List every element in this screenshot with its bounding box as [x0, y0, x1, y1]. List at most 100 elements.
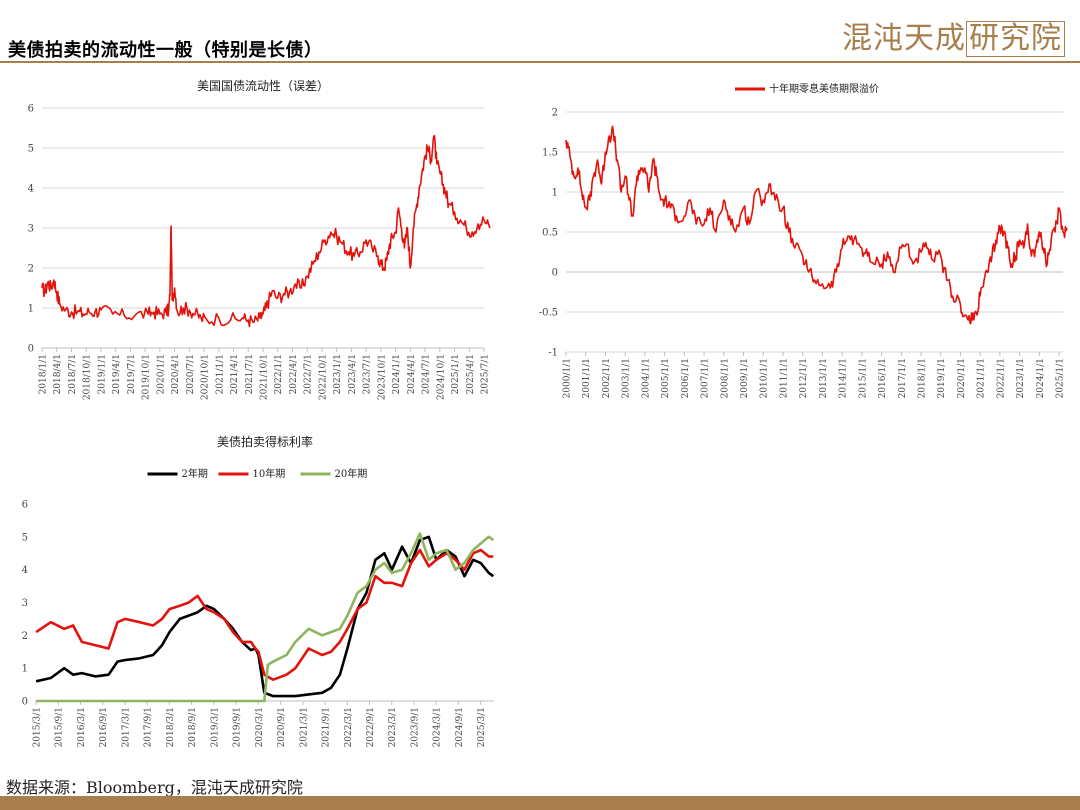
series-line-10年期 [35, 548, 494, 681]
x-tick-label: 2021/9/1 [322, 707, 332, 747]
x-tick-label: 2021/1/1 [977, 358, 987, 398]
x-tick-label: 2025/1/1 [1056, 358, 1066, 398]
x-tick-label: 2022/10/1 [318, 354, 328, 400]
x-tick-label: 2020/1/1 [957, 358, 967, 398]
x-tick-label: 2016/1/1 [878, 358, 888, 398]
chart-auction-yield-svg: 美债拍卖得标利率 2年期 10年期 20年期 0 1 2 3 4 5 6 2015/3/1 2015/9… [22, 434, 495, 747]
x-tick-label: 2016/3/1 [77, 707, 87, 747]
x-tick-label: 2020/10/1 [201, 354, 211, 400]
y-tick-label: 6 [28, 104, 34, 115]
x-tick-label: 2018/9/1 [188, 707, 198, 747]
x-tick-label: 2016/9/1 [99, 707, 109, 747]
x-tick-label: 2020/1/1 [156, 354, 166, 394]
x-tick-label: 2017/9/1 [144, 707, 154, 747]
x-tick-label: 2018/1/1 [39, 354, 49, 394]
x-tick-label: 2003/1/1 [622, 358, 632, 398]
chart-liquidity-svg: 美国国债流动性（误差） 0 1 2 3 4 5 6 2018/1/1 2018/4/1 2018/7… [28, 79, 491, 400]
x-tick-label: 2012/1/1 [799, 358, 809, 398]
x-tick-label: 2023/4/1 [348, 354, 358, 394]
y-tick-label: 2 [552, 108, 558, 119]
x-tick-label: 2021/4/1 [230, 354, 240, 394]
y-tick-label: 6 [22, 500, 28, 511]
x-tick-label: 2010/1/1 [760, 358, 770, 398]
x-tick-label: 2015/1/1 [858, 358, 868, 398]
page-title: 美债拍卖的流动性一般（特别是长债） [8, 40, 323, 61]
logo-text: 混沌天成 研究院 [842, 13, 1065, 57]
x-tick-label: 2019/3/1 [210, 707, 220, 747]
x-tick-label: 2025/4/1 [466, 354, 476, 394]
series-line-2年期 [35, 535, 495, 698]
chart-term-premium: 十年期零息美债期限溢价 -1 -0.5 0 0.5 1 1.5 2 2000/1/1 2001/1… [520, 70, 1080, 410]
x-tick-label: 2025/1/1 [451, 354, 461, 394]
chart-auction-yield: 美债拍卖得标利率 2年期 10年期 20年期 0 1 2 3 4 5 6 2015/3/1 2015/9… [0, 428, 520, 773]
chart-liquidity: 美国国债流动性（误差） 0 1 2 3 4 5 6 2018/1/1 2018/4/1 2018/7… [0, 70, 520, 410]
x-tick-label: 2018/7/1 [68, 354, 78, 394]
x-tick-label: 2023/1/1 [1016, 358, 1026, 398]
x-tick-label: 2022/9/1 [366, 707, 376, 747]
x-tick-label: 2023/3/1 [388, 707, 398, 747]
x-tick-label: 2015/3/1 [33, 707, 43, 747]
y-tick-label: 4 [22, 565, 28, 576]
footer-bar [0, 796, 1080, 810]
chart-term-premium-svg: 十年期零息美债期限溢价 -1 -0.5 0 0.5 1 1.5 2 2000/1/1 2001/1… [539, 82, 1068, 398]
y-tick-label: -1 [548, 348, 558, 359]
x-tick-label: 2019/1/1 [937, 358, 947, 398]
y-tick-label: 0 [552, 268, 558, 279]
x-tick-label: 2002/1/1 [602, 358, 612, 398]
x-tick-label: 2015/9/1 [55, 707, 65, 747]
x-tick-label: 2000/1/1 [563, 358, 573, 398]
x-tick-label: 2018/10/1 [83, 354, 93, 400]
x-tick-label: 2019/9/1 [233, 707, 243, 747]
y-tick-label: 4 [28, 184, 34, 195]
legend-label: 20年期 [335, 467, 368, 480]
y-tick-label: 1 [552, 188, 558, 199]
x-tick-label: 2024/9/1 [455, 707, 465, 747]
x-tick-label: 2019/7/1 [127, 354, 137, 394]
x-tick-label: 2025/7/1 [481, 354, 491, 394]
y-tick-label: 3 [22, 598, 28, 609]
x-tick-label: 2020/4/1 [171, 354, 181, 394]
x-tick-label: 2021/7/1 [245, 354, 255, 394]
x-tick-label: 2024/3/1 [433, 707, 443, 747]
x-tick-label: 2017/1/1 [898, 358, 908, 398]
x-tick-label: 2020/7/1 [186, 354, 196, 394]
y-tick-label: 5 [28, 144, 34, 155]
x-tick-label: 2024/1/1 [392, 354, 402, 394]
y-tick-label: 2 [28, 264, 34, 275]
legend-label: 十年期零息美债期限溢价 [769, 82, 879, 95]
x-tick-label: 2008/1/1 [720, 358, 730, 398]
x-tick-label: 2024/1/1 [1036, 358, 1046, 398]
y-tick-label: 0 [28, 344, 34, 355]
x-tick-label: 2006/1/1 [681, 358, 691, 398]
y-tick-label: 5 [22, 532, 28, 543]
x-tick-label: 2007/1/1 [701, 358, 711, 398]
x-tick-label: 2005/1/1 [661, 358, 671, 398]
x-tick-label: 2023/7/1 [363, 354, 373, 394]
y-tick-label: 1 [28, 304, 34, 315]
y-tick-label: 3 [28, 224, 34, 235]
series-line-20年期 [36, 532, 495, 703]
x-tick-label: 2024/10/1 [436, 354, 446, 400]
x-tick-label: 2017/3/1 [121, 707, 131, 747]
x-tick-label: 2009/1/1 [740, 358, 750, 398]
y-tick-label: 2 [22, 631, 28, 642]
series-line-series-0 [41, 135, 491, 328]
x-tick-label: 2021/1/1 [215, 354, 225, 394]
x-tick-label: 2024/7/1 [422, 354, 432, 394]
x-tick-label: 2020/3/1 [255, 707, 265, 747]
x-tick-label: 2001/1/1 [582, 358, 592, 398]
legend-label: 2年期 [182, 467, 208, 480]
x-tick-label: 2023/10/1 [377, 354, 387, 400]
x-tick-label: 2021/3/1 [299, 707, 309, 747]
x-tick-label: 2011/1/1 [779, 358, 789, 398]
x-tick-label: 2023/1/1 [333, 354, 343, 394]
x-tick-label: 2023/9/1 [410, 707, 420, 747]
x-tick-label: 2014/1/1 [839, 358, 849, 398]
x-tick-label: 2022/7/1 [304, 354, 314, 394]
x-tick-label: 2019/1/1 [97, 354, 107, 394]
logo: 混沌天成 研究院 [842, 13, 1065, 57]
x-tick-label: 2018/4/1 [53, 354, 63, 394]
logo-name: 混沌天成 [842, 21, 966, 56]
header: 美债拍卖的流动性一般（特别是长债） 混沌天成 研究院 [0, 0, 1080, 64]
x-tick-label: 2022/4/1 [289, 354, 299, 394]
